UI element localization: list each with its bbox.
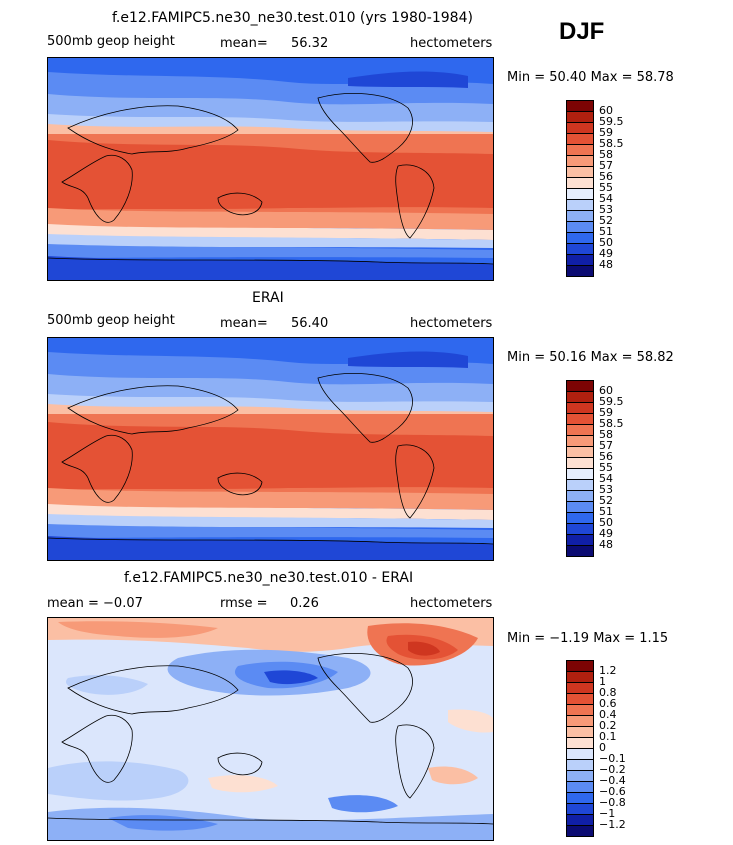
panel-2-units: hectometers xyxy=(410,316,493,331)
colorbar-2-tick-label: 50 xyxy=(599,516,613,529)
colorbar-2-tick-label: 48 xyxy=(599,538,613,551)
panel-3-map xyxy=(47,617,494,841)
colorbar-1-tick-label: 54 xyxy=(599,192,613,205)
panel-2-map xyxy=(47,337,494,561)
colorbar-2-tick-label: 57 xyxy=(599,439,613,452)
colorbar-1-tick-label: 55 xyxy=(599,181,613,194)
colorbar-2-tick-label: 52 xyxy=(599,494,613,507)
colorbar-1-tick-label: 53 xyxy=(599,203,613,216)
colorbar-3-tick-label: 0.4 xyxy=(599,708,617,721)
colorbar-2-tick-label: 54 xyxy=(599,472,613,485)
colorbar-2-tick-label: 59 xyxy=(599,406,613,419)
panel-1-units: hectometers xyxy=(410,36,493,51)
colorbar-2-tick-label: 55 xyxy=(599,461,613,474)
colorbar-1-tick-label: 56 xyxy=(599,170,613,183)
season-label: DJF xyxy=(559,18,605,45)
colorbar-1-tick-label: 59.5 xyxy=(599,115,624,128)
colorbar-1-tick-label: 49 xyxy=(599,247,613,260)
panel-1-map xyxy=(47,57,494,281)
panel-2-mean-label: mean= xyxy=(220,316,268,331)
colorbar-1-tick-label: 50 xyxy=(599,236,613,249)
panel-1-mean-label: mean= xyxy=(220,36,268,51)
colorbar-3-tick-label: 1 xyxy=(599,675,606,688)
panel-3-mean-label: mean = −0.07 xyxy=(47,596,143,611)
colorbar-1-tick-label: 59 xyxy=(599,126,613,139)
coastlines xyxy=(48,373,493,545)
panel-2-title: ERAI xyxy=(252,290,284,306)
colorbar-3-tick-label: −0.8 xyxy=(599,796,626,809)
colorbar-3-tick-label: −1.2 xyxy=(599,818,626,831)
panel-2-minmax: Min = 50.16 Max = 58.82 xyxy=(507,350,674,365)
colorbar-2-tick-label: 58.5 xyxy=(599,417,624,430)
colorbar-1-tick-label: 58 xyxy=(599,148,613,161)
colorbar-1-tick-label: 60 xyxy=(599,104,613,117)
panel-1-variable-label: 500mb geop height xyxy=(47,34,175,49)
panel-2-variable-label: 500mb geop height xyxy=(47,313,175,328)
colorbar-1-tick-label: 57 xyxy=(599,159,613,172)
colorbar-3-tick-label: −1 xyxy=(599,807,616,820)
panel-3-rmse-label: rmse = xyxy=(220,596,268,611)
colorbar-2-tick-label: 60 xyxy=(599,384,613,397)
colorbar-1-tick-label: 58.5 xyxy=(599,137,624,150)
colorbar-2-tick-label: 59.5 xyxy=(599,395,624,408)
colorbar-3-tick-label: 1.2 xyxy=(599,664,617,677)
panel-2-mean-value: 56.40 xyxy=(291,316,329,331)
colorbar-2-tick-label: 58 xyxy=(599,428,613,441)
panel-1-title: f.e12.FAMIPC5.ne30_ne30.test.010 (yrs 19… xyxy=(112,10,473,26)
colorbar-3-tick-label: 0.8 xyxy=(599,686,617,699)
panel-3-title: f.e12.FAMIPC5.ne30_ne30.test.010 - ERAI xyxy=(124,570,414,586)
panel-1-mean-value: 56.32 xyxy=(291,36,329,51)
colorbar-2-tick-label: 53 xyxy=(599,483,613,496)
panel-3-minmax: Min = −1.19 Max = 1.15 xyxy=(507,631,669,646)
colorbar-1-tick-label: 52 xyxy=(599,214,613,227)
panel-3-rmse-value: 0.26 xyxy=(290,596,319,611)
colorbar-3-tick-label: 0.6 xyxy=(599,697,617,710)
colorbar-1-tick-label: 48 xyxy=(599,258,613,271)
colorbar-3-tick-label: 0.2 xyxy=(599,719,617,732)
colorbar-2-tick-label: 51 xyxy=(599,505,613,518)
colorbar-3-tick-label: −0.1 xyxy=(599,752,626,765)
coastlines xyxy=(48,93,493,265)
coastlines xyxy=(48,653,493,825)
colorbar-3-tick-label: 0 xyxy=(599,741,606,754)
colorbar-2-tick-label: 49 xyxy=(599,527,613,540)
colorbar-3-tick-label: −0.4 xyxy=(599,774,626,787)
colorbar-3-tick-label: −0.6 xyxy=(599,785,626,798)
colorbar-3-tick-label: 0.1 xyxy=(599,730,617,743)
colorbar-3-tick-label: −0.2 xyxy=(599,763,626,776)
panel-3-units: hectometers xyxy=(410,596,493,611)
colorbar-2-tick-label: 56 xyxy=(599,450,613,463)
colorbar-1-tick-label: 51 xyxy=(599,225,613,238)
panel-1-minmax: Min = 50.40 Max = 58.78 xyxy=(507,70,674,85)
